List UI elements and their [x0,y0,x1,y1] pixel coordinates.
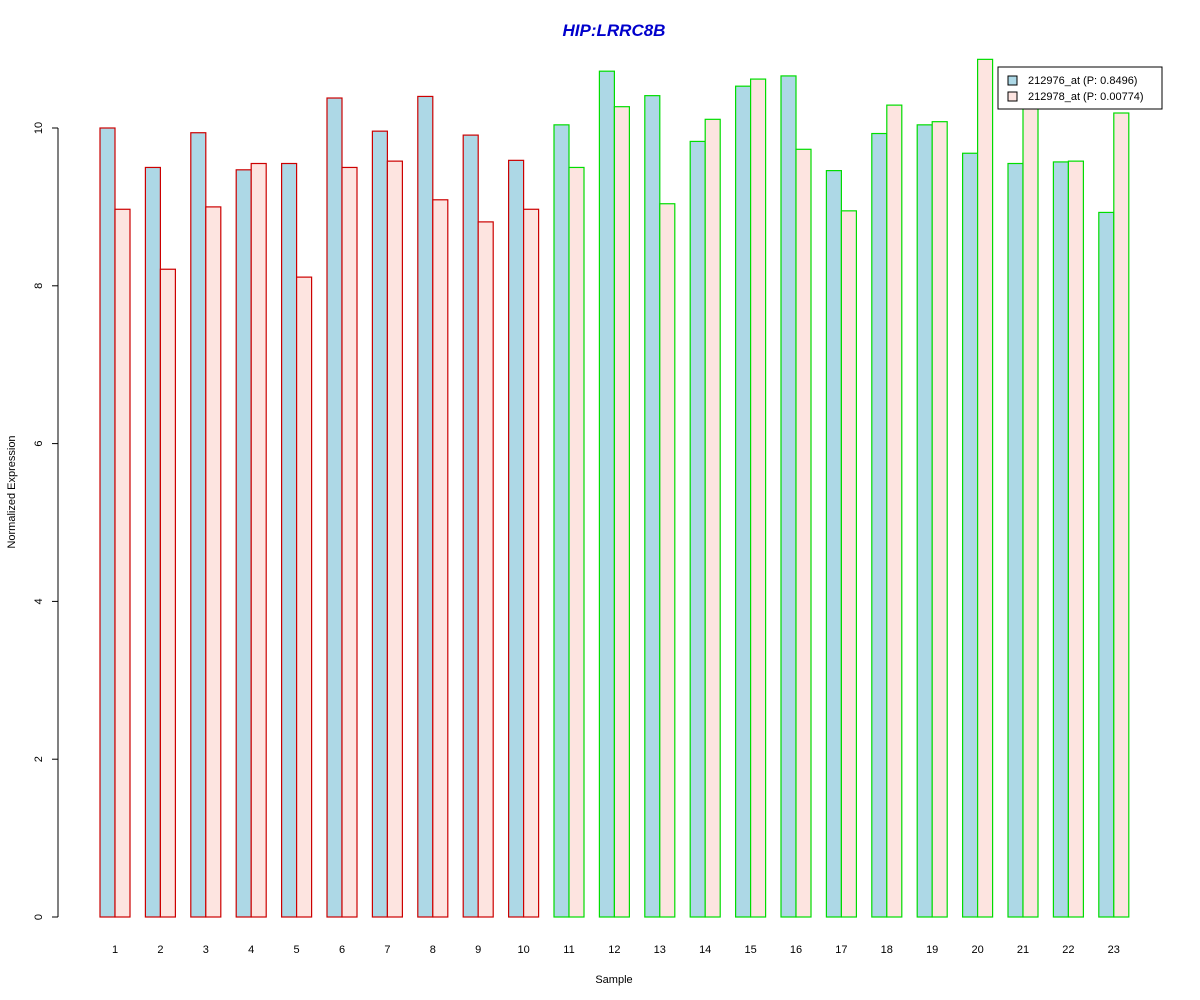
chart-title: HIP:LRRC8B [563,21,666,40]
x-tick-label: 11 [563,944,574,956]
y-tick-label: 4 [33,598,45,604]
bar-series2-sample-23 [1113,112,1130,918]
legend-swatch [1007,75,1018,86]
y-tick-label: 8 [33,283,45,289]
bars-group [99,58,1130,918]
bar-series1-sample-4 [235,169,252,918]
bar-series2-sample-18 [886,104,903,918]
x-tick-label: 23 [1108,944,1120,956]
legend-label: 212978_at (P: 0.00774) [1028,91,1144,103]
y-tick-label: 10 [33,122,45,134]
bar-series1-sample-7 [371,130,388,918]
bar-series1-sample-3 [190,132,207,918]
bar-series2-sample-1 [114,208,131,918]
bar-series1-sample-11 [553,124,570,918]
bar-series1-sample-17 [825,170,843,918]
legend: 212976_at (P: 0.8496) 212978_at (P: 0.007… [997,66,1163,110]
y-tick-label: 6 [33,441,45,447]
bar-series1-sample-6 [326,97,343,918]
bar-series2-sample-14 [704,118,721,918]
x-tick-label: 13 [654,944,666,956]
x-tick-label: 2 [157,944,163,956]
x-tick-label: 20 [971,944,983,956]
bar-series1-sample-19 [916,124,933,918]
bar-series2-sample-10 [522,208,540,918]
bar-series1-sample-12 [598,70,616,918]
bar-series2-sample-16 [795,148,812,918]
bar-series2-sample-15 [749,78,767,918]
bar-series1-sample-21 [1007,162,1024,918]
y-axis-label: Normalized Expression [6,435,18,548]
bar-series2-sample-19 [931,121,948,918]
x-tick-label: 5 [294,944,300,956]
x-tick-label: 18 [881,944,893,956]
bar-series2-sample-8 [432,199,449,918]
y-axis: 0 2 4 6 8 10 [33,122,59,920]
bar-series2-sample-11 [568,166,585,918]
x-tick-label: 1 [112,944,118,956]
y-tick-label: 0 [33,914,45,920]
bar-series1-sample-16 [780,75,797,918]
bar-series2-sample-7 [386,160,403,918]
x-tick-label: 9 [475,944,481,956]
bar-series2-sample-2 [159,268,176,918]
x-tick-label: 19 [926,944,938,956]
bar-series2-sample-17 [840,210,858,918]
bar-series2-sample-22 [1067,160,1085,918]
bar-series2-sample-5 [296,276,313,918]
bar-series1-sample-10 [508,159,525,918]
x-tick-label: 14 [699,944,711,956]
bar-series1-sample-5 [281,162,298,918]
x-tick-label: 3 [203,944,209,956]
bar-series1-sample-22 [1052,161,1070,918]
bar-series2-sample-9 [477,221,494,918]
bar-series1-sample-14 [689,140,706,918]
x-tick-label: 15 [744,944,756,956]
y-tick-label: 2 [33,756,45,762]
bar-series1-sample-23 [1098,211,1115,918]
x-tick-label: 12 [608,944,620,956]
bar-series2-sample-4 [250,162,267,918]
x-tick-label: 22 [1062,944,1074,956]
x-tick-label: 7 [384,944,390,956]
x-tick-labels: 1 2 3 4 5 6 7 8 9 10 11 12 13 14 15 16 17 18 19 20 21 22 23 [112,944,1120,956]
bar-series2-sample-3 [205,206,222,918]
x-tick-label: 8 [430,944,436,956]
legend-label: 212976_at (P: 0.8496) [1028,75,1137,87]
x-tick-label: 10 [517,944,529,956]
bar-series2-sample-12 [613,106,631,918]
bar-series1-sample-18 [871,132,888,918]
x-axis-label: Sample [595,974,632,986]
bar-series1-sample-2 [144,166,161,918]
bar-series2-sample-6 [341,166,358,918]
bar-series1-sample-8 [417,95,434,918]
bar-series2-sample-20 [976,58,994,918]
x-tick-label: 16 [790,944,802,956]
bar-series1-sample-13 [644,95,661,918]
bar-series1-sample-20 [961,152,979,918]
bar-series2-sample-13 [659,203,676,918]
x-tick-label: 17 [835,944,847,956]
bar-series2-sample-21 [1022,106,1039,918]
legend-swatch [1007,91,1018,102]
x-tick-label: 6 [339,944,345,956]
bar-series1-sample-1 [99,127,116,918]
bar-series1-sample-9 [462,134,479,918]
bar-series1-sample-15 [734,85,752,918]
x-tick-label: 21 [1017,944,1029,956]
x-tick-label: 4 [248,944,254,956]
legend-box [997,66,1163,110]
